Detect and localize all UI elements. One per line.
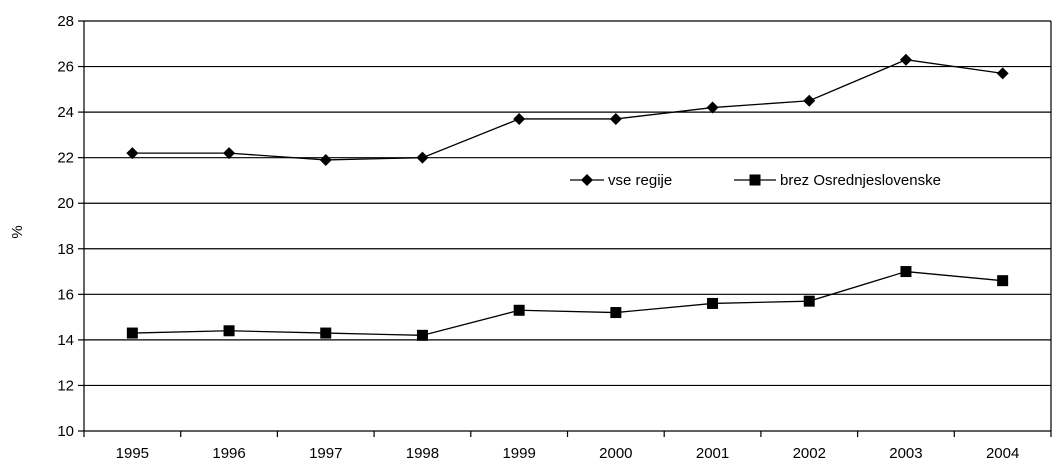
y-tick-label: 24 [57,104,74,121]
data-point-diamond [513,112,526,125]
y-tick-label: 16 [57,286,74,303]
data-point-diamond [223,147,236,160]
legend-square-marker [749,174,761,186]
series-group [126,53,1009,341]
legend-label: brez Osrednjeslovenske [780,172,941,189]
data-point-square [803,295,815,307]
x-tick-label: 1999 [502,445,535,462]
gridlines [84,20,1051,387]
legend-label: vse regije [608,172,672,189]
data-point-square [610,307,622,319]
data-point-diamond [803,94,816,107]
x-tick-label: 2002 [793,445,826,462]
x-tick-label: 1995 [116,445,149,462]
y-tick-label: 28 [57,13,74,30]
data-point-square [416,329,428,341]
y-axis-ticks: 10 12 14 16 18 20 22 24 26 28 [57,13,84,440]
data-point-square [513,304,525,316]
legend-diamond-marker [581,174,593,186]
y-tick-label: 12 [57,377,74,394]
series-line [132,270,1003,336]
x-tick-label: 2000 [599,445,632,462]
data-point-square [997,275,1009,287]
data-point-diamond [319,153,332,166]
data-point-square [223,325,235,337]
data-point-diamond [609,112,622,125]
x-tick-label: 2001 [696,445,729,462]
data-point-diamond [416,151,429,164]
y-axis [83,21,1052,431]
legend-item: brez Osrednjeslovenske [734,172,941,189]
y-tick-label: 20 [57,195,74,212]
legend-background [560,166,1050,194]
series-brez-osrednjeslovenske [126,266,1009,341]
y-axis-label: % [9,225,26,238]
y-tick-label: 10 [57,423,74,440]
data-point-diamond [899,53,912,66]
data-point-square [320,327,332,339]
data-point-square [900,266,912,278]
x-tick-label: 1996 [212,445,245,462]
x-tick-label: 2003 [889,445,922,462]
data-point-diamond [996,67,1009,80]
y-tick-label: 14 [57,332,74,349]
series-line [132,59,1003,161]
series-vse-regije [126,53,1009,166]
x-tick-label: 1998 [406,445,439,462]
legend-item: vse regije [570,172,672,189]
y-tick-label: 26 [57,59,74,76]
x-tick-label: 1997 [309,445,342,462]
data-point-square [126,327,138,339]
data-point-square [707,297,719,309]
data-point-diamond [706,101,719,114]
x-axis: 1995 1996 1997 1998 1999 2000 2001 2002 2003 2004 [83,430,1052,462]
data-point-diamond [126,147,139,160]
y-tick-label: 18 [57,241,74,258]
y-tick-label: 22 [57,150,74,167]
legend: vse regije brez Osrednjeslovenske [560,166,1050,194]
x-tick-label: 2004 [986,445,1019,462]
